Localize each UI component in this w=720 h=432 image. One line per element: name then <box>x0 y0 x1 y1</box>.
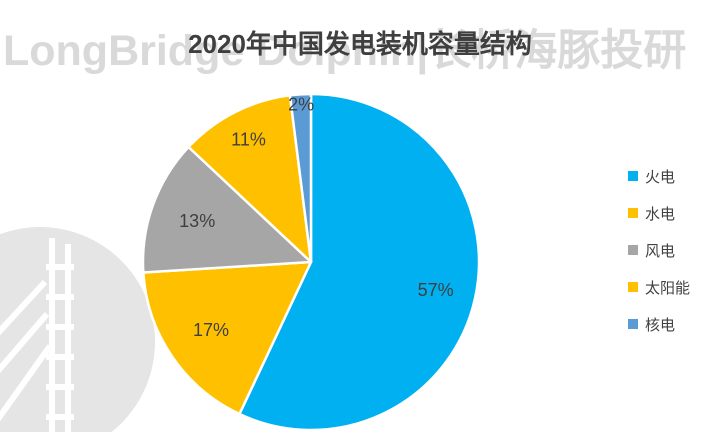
pie-slice-thermal <box>238 92 481 432</box>
legend-item-thermal: 火电 <box>628 166 690 186</box>
data-label-solar: 11% <box>231 129 266 149</box>
pie-slice-solar <box>187 94 313 264</box>
legend-label-thermal: 火电 <box>645 168 676 186</box>
data-label-hydro: 17% <box>193 320 229 340</box>
legend-label-hydro: 水电 <box>645 205 676 223</box>
longbridge-logo-watermark <box>0 227 155 432</box>
brand-watermark: LongBridge Dolphin|长桥海豚投研 <box>3 27 687 75</box>
legend-label-solar: 太阳能 <box>645 279 691 297</box>
data-label-wind: 13% <box>179 211 215 231</box>
legend-item-wind: 风电 <box>628 240 690 260</box>
legend-swatch-wind <box>628 245 638 255</box>
pie-slice-wind <box>141 145 313 274</box>
logo-circle <box>0 227 155 432</box>
legend: 火电 水电 风电 太阳能 核电 <box>628 166 690 334</box>
legend-item-solar: 太阳能 <box>628 277 690 297</box>
legend-swatch-thermal <box>628 171 638 181</box>
legend-swatch-hydro <box>628 208 638 218</box>
legend-label-nuclear: 核电 <box>645 316 676 334</box>
data-label-thermal: 57% <box>418 280 454 300</box>
data-label-nuclear: 2% <box>288 94 314 114</box>
pie-slice-nuclear <box>288 92 313 264</box>
legend-item-hydro: 水电 <box>628 203 690 223</box>
legend-item-nuclear: 核电 <box>628 314 690 334</box>
pie-slice-hydro <box>142 260 313 416</box>
legend-label-wind: 风电 <box>645 242 676 260</box>
legend-swatch-solar <box>628 282 638 292</box>
chart-title: 2020年中国发电装机容量结构 <box>188 29 532 59</box>
logo-bridge-icon <box>0 238 74 432</box>
legend-swatch-nuclear <box>628 319 638 329</box>
